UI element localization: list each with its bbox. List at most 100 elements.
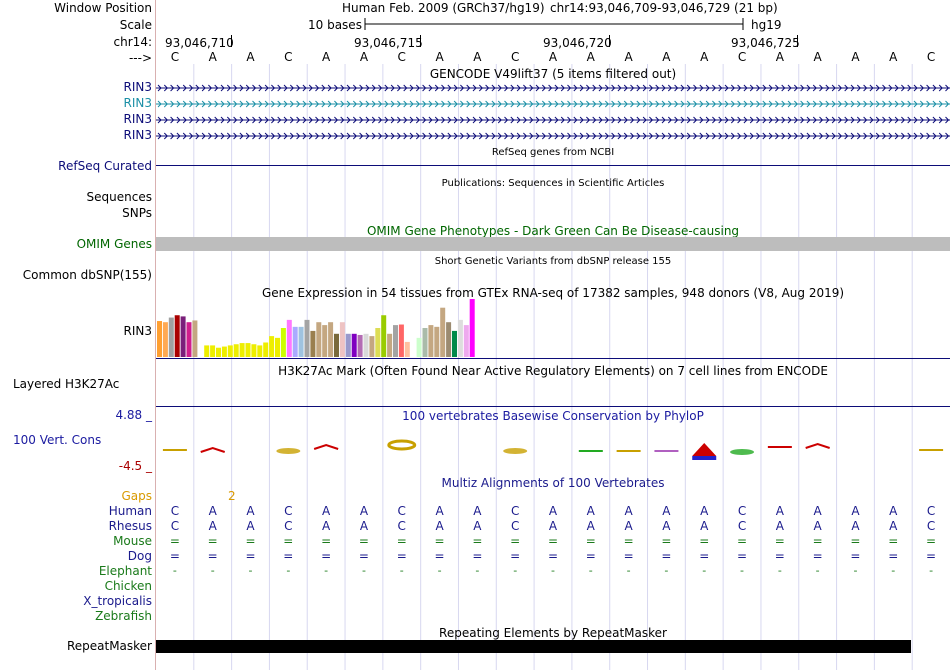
- gtex-tissue-bar[interactable]: [221, 346, 227, 357]
- gtex-tissue-bar[interactable]: [446, 322, 452, 357]
- strand-arrow: [352, 100, 358, 108]
- gtex-tissue-bar[interactable]: [204, 345, 210, 357]
- gtex-tissue-bar[interactable]: [369, 336, 375, 357]
- strand-arrow: [919, 116, 925, 124]
- gtex-tissue-bar[interactable]: [457, 319, 463, 357]
- omim-gene-bar[interactable]: [156, 237, 950, 251]
- gtex-tissue-bar[interactable]: [239, 343, 245, 357]
- gtex-tissue-bar[interactable]: [393, 325, 398, 357]
- gtex-tissue-bar[interactable]: [339, 322, 345, 357]
- gencode-transcript-4[interactable]: [156, 130, 950, 142]
- omim-genes-label[interactable]: OMIM Genes: [76, 237, 152, 251]
- h3k27ac-track-title[interactable]: H3K27Ac Mark (Often Found Near Active Re…: [278, 364, 828, 378]
- multiz-track-title[interactable]: Multiz Alignments of 100 Vertebrates: [441, 476, 665, 490]
- gtex-tissue-bar[interactable]: [328, 322, 334, 357]
- conservation-track-label[interactable]: 100 Vert. Cons: [13, 433, 102, 447]
- strand-arrow: [352, 84, 358, 92]
- gtex-tissue-bar[interactable]: [280, 328, 286, 357]
- gtex-tissue-bar[interactable]: [192, 320, 198, 357]
- layered-h3k27ac-label[interactable]: Layered H3K27Ac: [13, 377, 120, 391]
- gtex-tissue-bar[interactable]: [357, 334, 363, 357]
- gencode-transcript-2[interactable]: [156, 98, 950, 110]
- tracks-panel[interactable]: Human Feb. 2009 (GRCh37/hg19) chr14:93,0…: [156, 0, 950, 670]
- gtex-tissue-bar[interactable]: [245, 343, 251, 357]
- gtex-tissue-bar[interactable]: [440, 307, 446, 357]
- gencode-transcript-label-3[interactable]: RIN3: [123, 112, 153, 126]
- gtex-tissue-bar[interactable]: [469, 299, 475, 357]
- gtex-tissue-bar[interactable]: [186, 322, 192, 357]
- species-label-x-tropicalis[interactable]: X_tropicalis: [83, 594, 152, 608]
- gtex-tissue-bar[interactable]: [210, 345, 216, 357]
- gtex-tissue-bar[interactable]: [216, 347, 221, 357]
- gtex-tissue-bar[interactable]: [434, 326, 440, 357]
- gencode-transcript-label-1[interactable]: RIN3: [123, 80, 153, 94]
- gtex-tissue-bar[interactable]: [298, 326, 304, 357]
- refseq-track-title[interactable]: RefSeq genes from NCBI: [491, 147, 615, 158]
- publications-snps-label[interactable]: SNPs: [122, 206, 152, 220]
- omim-track-title[interactable]: OMIM Gene Phenotypes - Dark Green Can Be…: [366, 224, 740, 238]
- gtex-tissue-bar[interactable]: [310, 330, 316, 357]
- gencode-transcript-1[interactable]: [156, 82, 950, 94]
- gtex-bar-chart[interactable]: [156, 298, 950, 360]
- gtex-tissue-bar[interactable]: [174, 315, 180, 357]
- gtex-tissue-bar[interactable]: [345, 333, 351, 357]
- repeatmasker-label[interactable]: RepeatMasker: [66, 639, 152, 653]
- gtex-tissue-bar[interactable]: [416, 337, 422, 357]
- common-dbsnp-label[interactable]: Common dbSNP(155): [22, 268, 152, 282]
- gtex-tissue-bar[interactable]: [275, 337, 280, 357]
- species-label-elephant[interactable]: Elephant: [98, 564, 152, 578]
- gtex-tissue-bar[interactable]: [157, 321, 162, 357]
- species-label-dog[interactable]: Dog: [127, 549, 152, 563]
- gtex-tissue-bar[interactable]: [375, 328, 381, 357]
- gencode-transcript-label-2[interactable]: RIN3: [123, 96, 153, 110]
- gtex-tissue-bar[interactable]: [398, 324, 404, 357]
- gtex-tissue-bar[interactable]: [168, 317, 174, 357]
- gtex-tissue-bar[interactable]: [180, 316, 186, 357]
- gtex-tissue-bar[interactable]: [257, 345, 263, 357]
- conservation-logo-plot[interactable]: [156, 436, 950, 466]
- gtex-tissue-bar[interactable]: [233, 344, 239, 357]
- gtex-tissue-bar[interactable]: [387, 333, 393, 357]
- gtex-track-title[interactable]: Gene Expression in 54 tissues from GTEx …: [261, 286, 845, 300]
- gtex-tissue-bar[interactable]: [334, 333, 339, 357]
- publications-track-title[interactable]: Publications: Sequences in Scientific Ar…: [441, 178, 665, 189]
- strand-arrow: [252, 100, 257, 108]
- gtex-tissue-bar[interactable]: [251, 344, 257, 357]
- species-label-chicken[interactable]: Chicken: [104, 579, 152, 593]
- strand-arrow: [932, 100, 937, 108]
- gtex-tissue-bar[interactable]: [322, 325, 328, 357]
- gtex-tissue-bar[interactable]: [422, 328, 428, 357]
- species-label-zebrafish[interactable]: Zebrafish: [95, 609, 152, 623]
- gtex-tissue-bar[interactable]: [428, 325, 434, 357]
- refseq-gene-line[interactable]: [156, 165, 950, 166]
- gencode-track-title[interactable]: GENCODE V49lift37 (5 items filtered out): [429, 67, 677, 81]
- gtex-tissue-bar[interactable]: [269, 336, 275, 357]
- gtex-gene-label[interactable]: RIN3: [123, 324, 153, 338]
- strand-arrow: [554, 100, 559, 108]
- gtex-tissue-bar[interactable]: [263, 342, 269, 358]
- species-label-human[interactable]: Human: [108, 504, 152, 518]
- repeatmasker-element-bar[interactable]: [156, 640, 911, 653]
- gtex-tissue-bar[interactable]: [316, 322, 322, 357]
- gtex-tissue-bar[interactable]: [381, 315, 387, 357]
- gtex-tissue-bar[interactable]: [304, 319, 310, 357]
- gtex-tissue-bar[interactable]: [463, 325, 469, 357]
- gtex-tissue-bar[interactable]: [363, 333, 369, 357]
- species-label-rhesus[interactable]: Rhesus: [108, 519, 152, 533]
- dbsnp-track-title[interactable]: Short Genetic Variants from dbSNP releas…: [434, 256, 672, 267]
- gtex-tissue-bar[interactable]: [162, 322, 168, 357]
- conservation-track-title[interactable]: 100 vertebrates Basewise Conservation by…: [402, 409, 704, 423]
- repeatmasker-track-title[interactable]: Repeating Elements by RepeatMasker: [439, 626, 667, 640]
- gtex-tissue-bar[interactable]: [292, 326, 298, 357]
- gtex-tissue-bar[interactable]: [351, 333, 357, 357]
- gtex-tissue-bar[interactable]: [452, 330, 457, 357]
- refseq-curated-label[interactable]: RefSeq Curated: [58, 159, 152, 173]
- alignment-base: A: [851, 519, 860, 533]
- gtex-tissue-bar[interactable]: [404, 341, 410, 357]
- gencode-transcript-label-4[interactable]: RIN3: [123, 128, 153, 142]
- species-label-mouse[interactable]: Mouse: [113, 534, 152, 548]
- gencode-transcript-3[interactable]: [156, 114, 950, 126]
- gtex-tissue-bar[interactable]: [227, 345, 233, 357]
- gtex-tissue-bar[interactable]: [286, 319, 292, 357]
- publications-sequences-label[interactable]: Sequences: [86, 190, 152, 204]
